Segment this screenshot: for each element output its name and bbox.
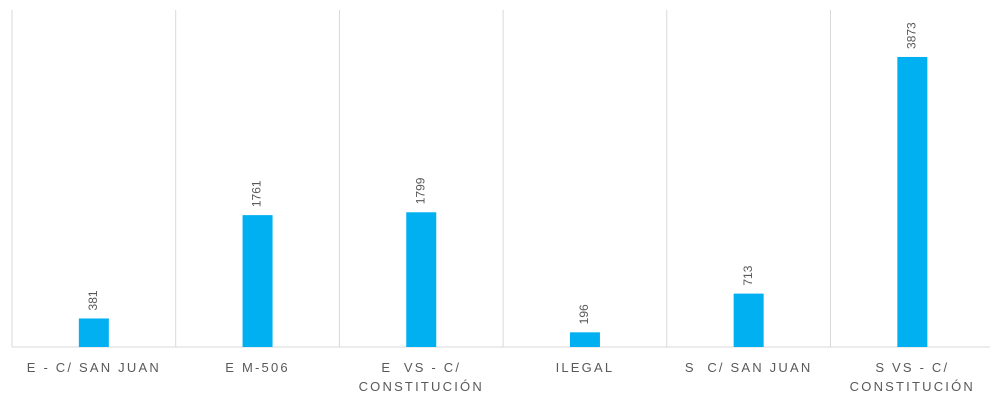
bar xyxy=(406,212,437,347)
bar xyxy=(733,293,764,347)
data-label: 1799 xyxy=(413,177,427,204)
bar xyxy=(78,318,109,347)
bar xyxy=(897,56,928,348)
data-label: 713 xyxy=(741,265,755,285)
data-label: 3873 xyxy=(905,22,919,49)
x-tick-label: S C/ SAN JUAN xyxy=(684,360,813,375)
data-label: 381 xyxy=(86,290,100,310)
bar xyxy=(242,215,273,347)
data-label: 1761 xyxy=(250,180,264,207)
x-tick-label: E M-506 xyxy=(225,360,290,375)
x-tick-label: S VS - C/ CONSTITUCIÓN xyxy=(849,360,976,394)
data-label: 196 xyxy=(577,304,591,324)
x-tick-label: E VS - C/ CONSTITUCIÓN xyxy=(358,360,484,394)
x-tick-label: E - C/ SAN JUAN xyxy=(26,360,161,375)
x-tick-label: ILEGAL xyxy=(555,360,615,375)
bar xyxy=(569,332,600,347)
